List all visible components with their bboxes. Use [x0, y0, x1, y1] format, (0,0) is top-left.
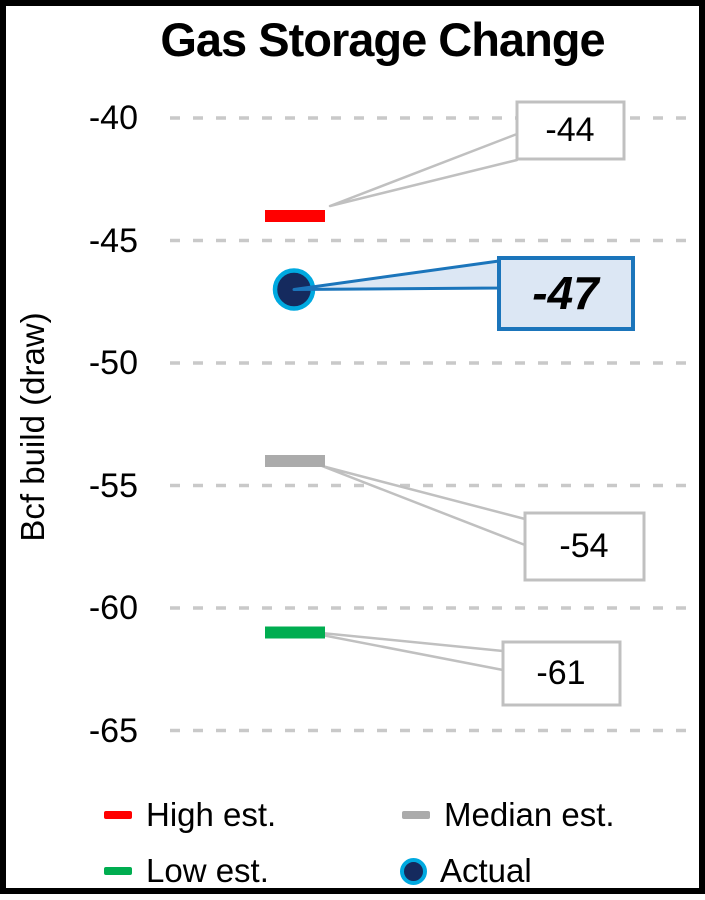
- callout-box-low-est: [501, 640, 622, 707]
- legend-label: Actual: [440, 852, 532, 889]
- callout-leader-high-est: [328, 132, 519, 208]
- callout-value-actual: -47: [532, 267, 599, 319]
- y-tick-label: -40: [88, 99, 138, 137]
- y-tick-label: -65: [88, 712, 138, 750]
- callout-box-high-est: [515, 100, 626, 161]
- legend-item-median-est: Median est.: [402, 793, 615, 837]
- legend-item-low-est: Low est.: [104, 849, 269, 893]
- callout-value-median-est: -54: [559, 527, 609, 565]
- callout-leader-low-est: [299, 629, 505, 672]
- high-est-swatch-icon: [104, 811, 132, 819]
- median-est-swatch-icon: [402, 811, 430, 819]
- callout-value-high-est: -44: [545, 111, 595, 149]
- legend-label: High est.: [146, 796, 277, 833]
- low-est-swatch-icon: [104, 867, 132, 875]
- y-tick-label: -60: [88, 589, 138, 627]
- callout-leader-actual: [292, 259, 501, 291]
- marker-high-est: [265, 210, 325, 222]
- callout-box-median-est: [523, 511, 646, 582]
- y-tick-label: -50: [88, 344, 138, 382]
- y-tick-label: -55: [88, 467, 138, 505]
- callout-value-low-est: -61: [536, 654, 586, 692]
- chart-title: Gas Storage Change: [160, 13, 605, 66]
- legend-item-high-est: High est.: [104, 793, 276, 837]
- legend-label: Median est.: [444, 796, 615, 833]
- callout-box-actual: [497, 256, 635, 331]
- marker-low-est: [265, 626, 325, 639]
- callout-leader-median-est: [320, 464, 527, 547]
- y-tick-label: -45: [88, 222, 138, 260]
- actual-swatch-icon: [400, 857, 427, 885]
- legend-item-actual: Actual: [400, 849, 532, 893]
- legend-label: Low est.: [146, 852, 269, 889]
- marker-median-est: [265, 455, 325, 467]
